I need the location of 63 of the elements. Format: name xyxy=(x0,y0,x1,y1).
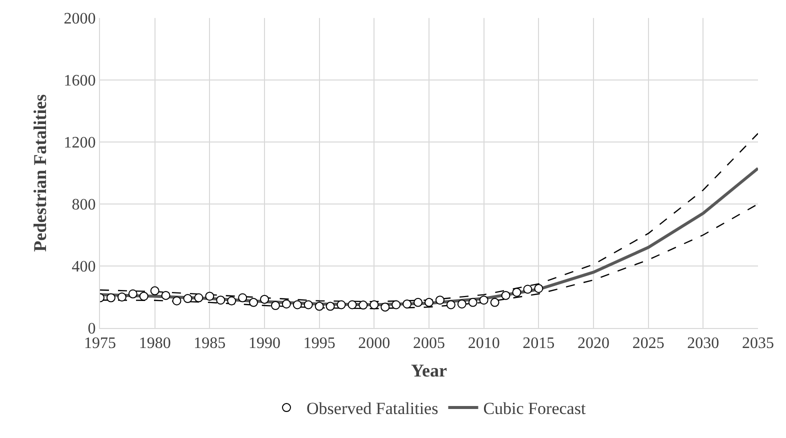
x-tick-label: 2030 xyxy=(687,335,720,352)
x-tick-label: 2015 xyxy=(522,335,555,352)
point xyxy=(435,296,444,305)
point xyxy=(161,290,170,300)
point xyxy=(392,300,401,310)
point xyxy=(194,293,204,302)
point xyxy=(358,300,368,310)
point xyxy=(183,294,192,304)
point xyxy=(227,296,236,306)
point xyxy=(490,298,500,307)
point xyxy=(260,294,269,304)
y-tick-label: 0 xyxy=(88,320,96,338)
x-tick-label: 2035 xyxy=(742,335,774,352)
point xyxy=(414,298,423,307)
point xyxy=(457,299,466,308)
y-tick-label: 1600 xyxy=(64,72,96,90)
point xyxy=(370,300,379,310)
y-tick-label: 1200 xyxy=(64,134,96,152)
x-tick-label: 2005 xyxy=(413,335,445,352)
point xyxy=(270,301,280,310)
x-tick-label: 1990 xyxy=(248,335,280,352)
point xyxy=(117,292,126,302)
x-axis-title: Year xyxy=(411,360,447,380)
y-axis-title: Pedestrian Fatalities xyxy=(30,94,50,252)
point xyxy=(479,296,488,305)
point xyxy=(139,292,148,301)
point xyxy=(501,290,510,300)
y-tick-label: 800 xyxy=(72,196,96,214)
x-tick-label: 2000 xyxy=(358,335,390,352)
point xyxy=(534,284,544,293)
point xyxy=(304,300,313,310)
point xyxy=(446,300,456,310)
point xyxy=(424,298,434,307)
y-tick-label: 400 xyxy=(72,258,96,276)
x-tick-label: 2020 xyxy=(578,335,610,352)
x-tick-label: 1995 xyxy=(303,335,336,352)
x-tick-label: 1975 xyxy=(84,335,116,352)
point xyxy=(172,296,182,306)
point xyxy=(468,298,478,307)
point xyxy=(216,296,226,305)
legend-label: Observed Fatalities xyxy=(306,399,438,418)
point xyxy=(402,299,412,308)
point xyxy=(292,300,302,310)
point xyxy=(238,293,248,302)
x-tick-label: 2025 xyxy=(632,335,664,352)
point xyxy=(314,302,324,311)
point xyxy=(205,292,214,301)
point xyxy=(150,286,160,296)
x-tick-label: 1980 xyxy=(138,335,171,352)
point xyxy=(326,302,335,311)
point xyxy=(282,299,291,308)
x-tick-label: 2010 xyxy=(468,335,500,352)
point xyxy=(523,284,532,294)
point xyxy=(128,289,138,298)
x-tick-label: 1985 xyxy=(194,335,226,352)
legend-label: Cubic Forecast xyxy=(483,399,586,418)
y-tick-label: 2000 xyxy=(64,10,96,28)
point xyxy=(380,302,390,312)
point xyxy=(348,300,357,310)
point xyxy=(106,293,116,302)
point xyxy=(249,298,258,307)
point xyxy=(336,300,346,310)
point xyxy=(512,288,522,297)
